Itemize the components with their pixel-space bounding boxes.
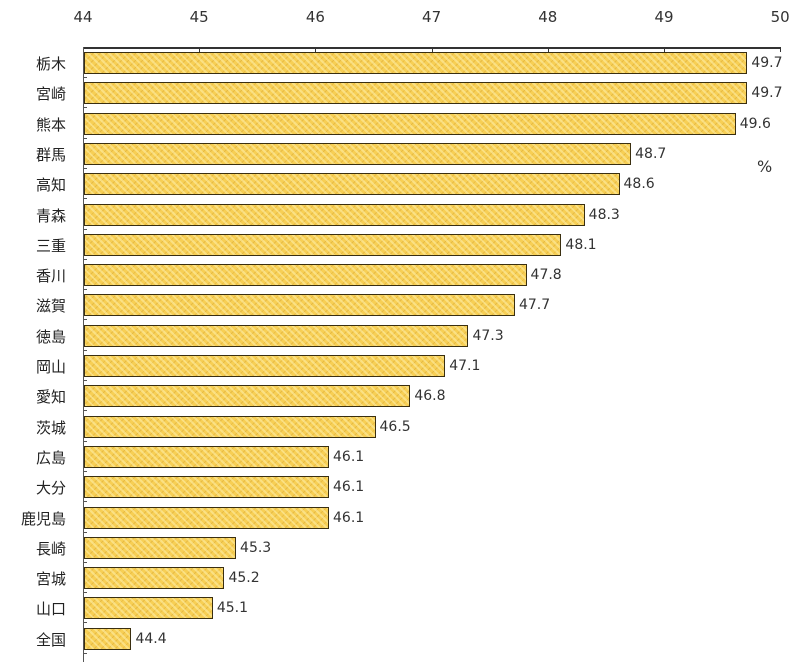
y-tick-mark — [83, 349, 87, 351]
x-tick-label: 47 — [422, 8, 442, 26]
x-tick-mark — [780, 47, 782, 52]
bar — [84, 415, 376, 438]
x-tick-label: 49 — [654, 8, 674, 26]
bar — [84, 536, 237, 559]
value-label: 47.8 — [530, 267, 562, 284]
value-label: 46.5 — [379, 418, 411, 435]
value-label: 47.1 — [449, 358, 481, 374]
value-label: 45.2 — [228, 570, 260, 587]
y-tick-mark — [83, 77, 87, 78]
y-tick-mark — [83, 167, 87, 169]
y-tick-mark — [83, 531, 87, 533]
value-label: 48.6 — [623, 176, 655, 193]
bar — [84, 324, 469, 347]
value-label: 46.1 — [333, 448, 365, 465]
value-label: 45.3 — [240, 539, 272, 556]
x-tick-label: 50 — [770, 8, 790, 26]
category-label: 滋賀 — [35, 297, 66, 316]
category-label: 三重 — [35, 236, 66, 255]
category-label: 徳島 — [35, 327, 66, 346]
value-label: 46.1 — [333, 509, 365, 526]
value-label: 46.8 — [414, 388, 446, 405]
bar — [84, 445, 330, 468]
x-tick-label: 48 — [538, 8, 558, 26]
category-label: 高知 — [35, 176, 66, 195]
y-tick-mark — [83, 107, 87, 109]
x-tick-mark — [315, 47, 317, 52]
category-label: 栃木 — [35, 55, 66, 73]
bar — [84, 112, 736, 135]
bar — [84, 264, 527, 287]
bar — [84, 142, 632, 165]
category-label: 熊本 — [35, 115, 66, 134]
y-tick-mark — [83, 380, 87, 381]
category-label: 青森 — [35, 206, 66, 225]
y-tick-mark — [83, 228, 87, 230]
x-tick-label: 44 — [73, 8, 93, 26]
category-label: 鹿児島 — [20, 509, 66, 528]
bar — [84, 294, 515, 317]
y-tick-mark — [83, 470, 87, 472]
bar — [84, 627, 132, 650]
y-tick-mark — [83, 652, 87, 654]
x-axis-line — [83, 47, 780, 49]
category-label: 広島 — [35, 448, 66, 467]
x-tick-mark — [431, 47, 433, 52]
value-label: 47.7 — [518, 297, 551, 314]
bar — [84, 82, 748, 105]
x-tick-label: 46 — [305, 8, 325, 26]
y-tick-mark — [83, 592, 87, 594]
bar — [84, 233, 562, 256]
value-label: 48.3 — [588, 206, 620, 223]
bar — [84, 597, 213, 620]
y-tick-mark — [83, 561, 87, 563]
category-label: 宮城 — [35, 570, 66, 589]
value-label: 48.1 — [565, 236, 597, 253]
category-label: 香川 — [35, 267, 66, 286]
y-tick-mark — [83, 501, 87, 503]
x-tick-mark — [199, 47, 201, 52]
y-tick-mark — [83, 198, 87, 200]
value-label: 46.1 — [333, 479, 365, 496]
y-tick-mark — [83, 410, 87, 412]
y-tick-mark — [83, 258, 87, 260]
category-label: 愛知 — [35, 388, 66, 407]
y-tick-mark — [83, 319, 87, 321]
value-label: 44.4 — [135, 630, 167, 647]
category-label: 岡山 — [35, 358, 66, 376]
x-tick-label: 45 — [189, 8, 209, 26]
bar — [84, 385, 411, 408]
value-label: 49.7 — [751, 85, 783, 102]
bar — [84, 203, 585, 226]
bar — [84, 355, 446, 377]
category-label: 茨城 — [35, 418, 66, 437]
bar — [84, 52, 748, 74]
value-label: 49.6 — [739, 115, 771, 132]
value-label: 48.7 — [635, 145, 667, 162]
y-tick-mark — [83, 289, 87, 291]
y-axis-line — [83, 47, 84, 662]
value-label: 49.7 — [751, 55, 783, 71]
y-tick-mark — [83, 622, 87, 624]
x-tick-mark — [664, 47, 665, 52]
bar — [84, 173, 620, 196]
bar — [84, 476, 330, 499]
y-tick-mark — [83, 137, 87, 139]
value-label: 45.1 — [216, 600, 248, 617]
x-tick-mark — [547, 47, 549, 52]
bar — [84, 567, 225, 590]
category-label: 山口 — [35, 600, 66, 619]
category-label: 大分 — [35, 479, 66, 498]
y-tick-mark — [83, 440, 87, 442]
unit-label: % — [757, 157, 773, 176]
value-label: 47.3 — [472, 327, 504, 344]
bar — [84, 506, 330, 529]
category-label: 全国 — [35, 630, 66, 649]
category-label: 群馬 — [35, 145, 66, 164]
category-label: 宮崎 — [35, 85, 66, 104]
category-label: 長崎 — [35, 539, 66, 558]
